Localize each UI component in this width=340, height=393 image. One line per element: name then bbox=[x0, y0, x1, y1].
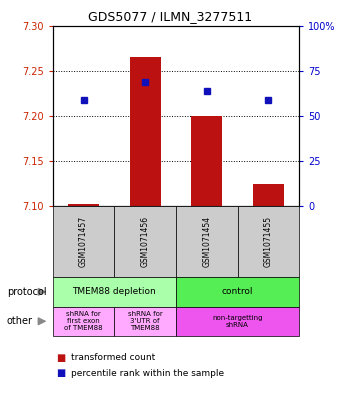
Text: other: other bbox=[7, 316, 33, 326]
Bar bbox=[191, 116, 222, 206]
Bar bbox=[53, 307, 114, 336]
Bar bbox=[253, 184, 284, 206]
Bar bbox=[114, 206, 176, 277]
Text: GSM1071455: GSM1071455 bbox=[264, 216, 273, 267]
Text: GSM1071457: GSM1071457 bbox=[79, 216, 88, 267]
Text: TMEM88 depletion: TMEM88 depletion bbox=[72, 287, 156, 296]
Text: GSM1071456: GSM1071456 bbox=[141, 216, 150, 267]
Text: transformed count: transformed count bbox=[71, 353, 156, 362]
Bar bbox=[176, 277, 299, 307]
Bar bbox=[53, 206, 114, 277]
Bar bbox=[114, 307, 176, 336]
Bar bbox=[53, 277, 176, 307]
Text: shRNA for
first exon
of TMEM88: shRNA for first exon of TMEM88 bbox=[64, 311, 103, 331]
Text: protocol: protocol bbox=[7, 287, 47, 297]
Text: ■: ■ bbox=[56, 368, 65, 378]
Text: non-targetting
shRNA: non-targetting shRNA bbox=[212, 315, 263, 328]
Text: percentile rank within the sample: percentile rank within the sample bbox=[71, 369, 224, 378]
Text: GDS5077 / ILMN_3277511: GDS5077 / ILMN_3277511 bbox=[88, 10, 252, 23]
Bar bbox=[130, 57, 160, 206]
Bar bbox=[68, 204, 99, 206]
Text: control: control bbox=[222, 287, 253, 296]
Bar bbox=[176, 206, 238, 277]
Bar bbox=[176, 307, 299, 336]
Text: shRNA for
3'UTR of
TMEM88: shRNA for 3'UTR of TMEM88 bbox=[128, 311, 163, 331]
Bar bbox=[238, 206, 299, 277]
Text: GSM1071454: GSM1071454 bbox=[202, 216, 211, 267]
Text: ■: ■ bbox=[56, 353, 65, 363]
